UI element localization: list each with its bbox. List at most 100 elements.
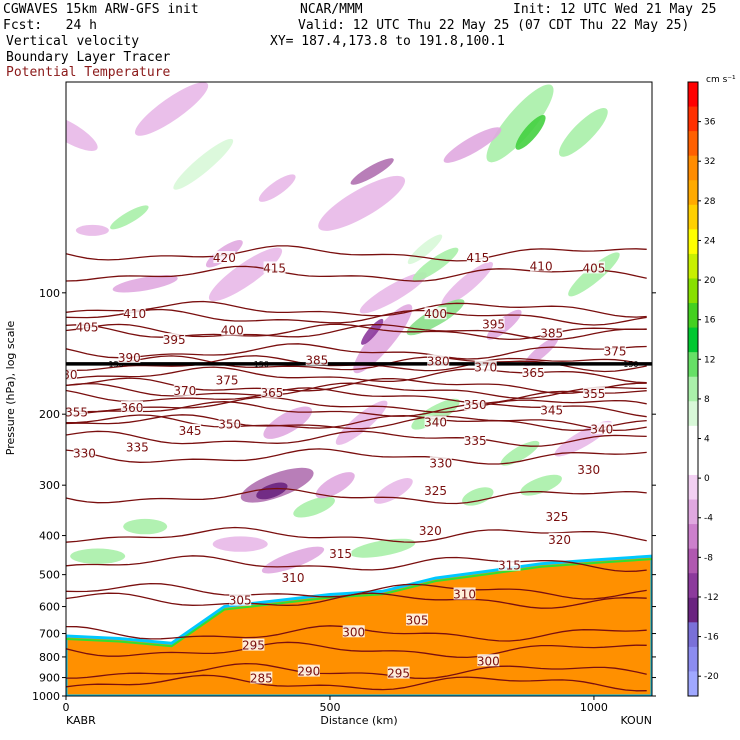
- colorbar-cell-9: [688, 303, 698, 329]
- w-blob-5: [350, 158, 394, 185]
- boundary-layer-edge: [66, 558, 652, 648]
- colorbar-cell-3: [688, 155, 698, 181]
- theta-label-bg-39: [548, 532, 571, 545]
- theta-label-bg-40: [329, 547, 352, 560]
- theta-label-31: 335: [126, 441, 149, 455]
- colorbar-cell-2: [688, 131, 698, 157]
- y-tick-label-800: 800: [39, 651, 60, 664]
- header-xy: XY= 187.4,173.8 to 191.8,100.1: [270, 34, 505, 49]
- theta-label-47: 300: [477, 654, 500, 668]
- theta-contours: 150 150 150 420 415 415 410 410 405 405 400 400 395 3…: [55, 245, 652, 692]
- w-blob-17: [568, 252, 620, 297]
- colorbar-cell-0: [688, 82, 698, 108]
- theta-label-bg-6: [582, 261, 605, 274]
- theta-label-24: 355: [582, 387, 605, 401]
- theta-label-bg-30: [590, 422, 613, 435]
- theta-contour-285: [66, 674, 647, 692]
- theta-contour-405: [66, 308, 647, 326]
- colorbar-tick-label-28: 28: [704, 197, 716, 207]
- y-tick-label-1000: 1000: [32, 690, 60, 703]
- theta-label-46: 300: [342, 625, 365, 639]
- theta-label-29: 340: [424, 416, 447, 430]
- theta-label-23: 355: [65, 405, 88, 419]
- header-model: CGWAVES 15km ARW-GFS init: [3, 2, 199, 17]
- colorbar-cell-14: [688, 425, 698, 451]
- colorbar-cell-5: [688, 204, 698, 230]
- colorbar-tick-label-12: 12: [704, 355, 715, 365]
- theta-label-17: 375: [604, 345, 627, 359]
- w-blob-9: [443, 127, 502, 163]
- x-tick-label-0: 0: [63, 701, 70, 714]
- theta-contour-295: [66, 641, 647, 659]
- header-field-tracer: Boundary Layer Tracer: [6, 50, 171, 65]
- theta-label-44: 305: [229, 594, 252, 608]
- theta-label-bg-50: [297, 664, 320, 677]
- theta-label-14: 380: [55, 368, 78, 382]
- w-blob-35: [123, 518, 168, 535]
- theta-label-bg-1: [263, 261, 286, 274]
- theta-label-12: 385: [305, 353, 328, 367]
- theta-label-bg-45: [406, 613, 429, 626]
- w-blob-2: [173, 138, 234, 190]
- y-tick-label-300: 300: [39, 479, 60, 492]
- theta-label-bg-12: [305, 353, 328, 366]
- theta-contour-380: [66, 366, 647, 384]
- colorbar-cell-18: [688, 524, 698, 550]
- theta-label-38: 320: [419, 524, 442, 538]
- w-blob-36: [70, 548, 126, 564]
- colorbar-cell-13: [688, 401, 698, 427]
- w-blob-27: [411, 398, 460, 430]
- theta-label-bg-18: [173, 383, 196, 396]
- theta-label-3: 410: [123, 307, 146, 321]
- tropopause-label-1: 150: [254, 360, 269, 369]
- theta-label-49: 295: [387, 667, 410, 681]
- colorbar-cell-20: [688, 573, 698, 599]
- y-tick-label-200: 200: [39, 408, 60, 421]
- theta-label-bg-42: [282, 571, 305, 584]
- y-tick-label-900: 900: [39, 672, 60, 685]
- colorbar-tick-label--20: -20: [704, 672, 719, 682]
- colorbar-tick-label-16: 16: [704, 316, 716, 326]
- y-tick-label-500: 500: [39, 569, 60, 582]
- theta-label-bg-9: [163, 333, 186, 346]
- theta-label-32: 335: [464, 434, 487, 448]
- colorbar-unit: cm s⁻¹: [706, 75, 736, 85]
- theta-label-45: 305: [406, 614, 429, 628]
- theta-label-41: 315: [498, 559, 521, 573]
- theta-label-bg-46: [342, 625, 365, 638]
- theta-label-2: 415: [466, 251, 489, 265]
- theta-label-13: 385: [540, 326, 563, 340]
- w-blob-8: [559, 108, 608, 157]
- y-tick-label-600: 600: [39, 601, 60, 614]
- theta-label-bg-11: [118, 350, 141, 363]
- w-blob-14: [112, 275, 178, 293]
- w-blob-25: [263, 406, 313, 439]
- w-blob-31: [315, 472, 355, 499]
- theta-label-51: 285: [250, 672, 273, 686]
- colorbar-tick-label-8: 8: [704, 395, 710, 405]
- colorbar-cell-16: [688, 474, 698, 501]
- theta-label-1: 415: [263, 261, 286, 275]
- tropopause-label-2: 150: [623, 360, 638, 369]
- w-blob-26: [335, 400, 388, 445]
- colorbar: 36 32 28 24 20 16 12 8 4 0 -4 -8 -12 -16 -20: [687, 81, 719, 697]
- theta-label-42: 310: [282, 571, 305, 585]
- colorbar-cell-22: [688, 622, 698, 648]
- theta-label-bg-17: [604, 344, 627, 357]
- theta-contour-325: [66, 487, 647, 505]
- colorbar-cell-7: [688, 253, 698, 279]
- colorbar-cell-11: [688, 352, 698, 378]
- colorbar-tick-label-32: 32: [704, 157, 715, 167]
- theta-label-27: 345: [179, 424, 202, 438]
- w-blob-12: [412, 247, 459, 282]
- colorbar-tick-label--12: -12: [704, 593, 719, 603]
- theta-label-34: 330: [429, 456, 452, 470]
- theta-label-22: 360: [121, 401, 144, 415]
- colorbar-cell-21: [688, 597, 698, 623]
- y-tick-label-400: 400: [39, 530, 60, 543]
- theta-label-11: 390: [118, 351, 141, 365]
- theta-label-bg-35: [577, 462, 600, 475]
- colorbar-tick-label-0: 0: [704, 474, 710, 484]
- x-start-label: KABR: [66, 714, 96, 727]
- theta-label-bg-23: [66, 405, 88, 418]
